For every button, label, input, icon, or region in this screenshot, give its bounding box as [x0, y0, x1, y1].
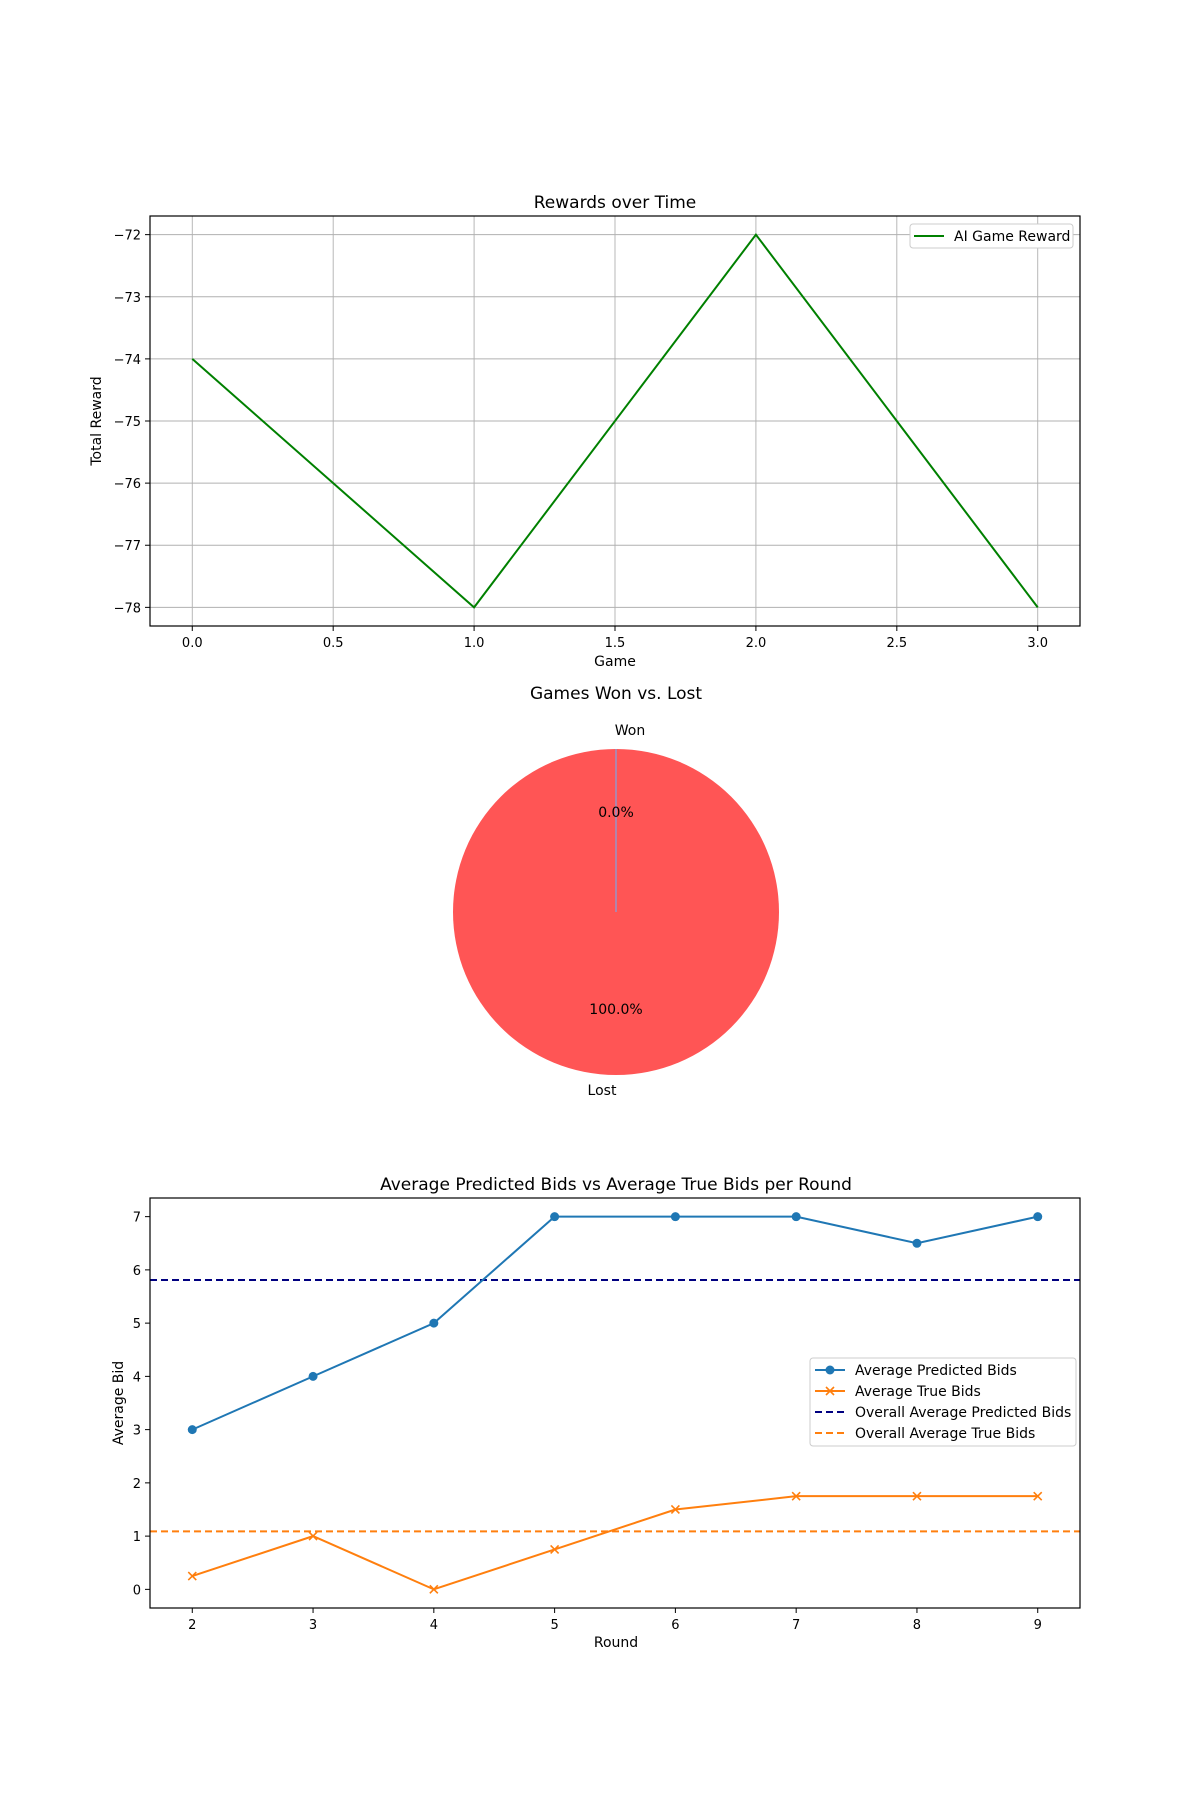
- bids-predicted-point: [550, 1212, 560, 1222]
- bids-y-ticks: 0 1 2 3 4 5 6 7: [133, 1211, 150, 1598]
- bids-true-point: [1033, 1491, 1043, 1501]
- bids-y-tick-label: 7: [133, 1211, 141, 1226]
- bids-legend-marker-true: [825, 1386, 835, 1396]
- rewards-x-tick-label: 3.0: [1027, 636, 1048, 651]
- bids-y-tick-label: 0: [133, 1583, 141, 1598]
- bids-x-ticks: 2 3 4 5 6 7 8 9: [188, 1608, 1042, 1633]
- rewards-series-line: [191, 232, 1039, 609]
- bids-true-point: [791, 1491, 801, 1501]
- bids-y-tick-label: 3: [133, 1424, 141, 1439]
- bids-chart: 2 3 4 5 6 7 8 9 0 1 2 3 4 5 6 7 Average Predicted Bids…: [111, 1175, 1081, 1651]
- bids-y-tick-label: 6: [133, 1264, 141, 1279]
- bids-predicted-point: [1033, 1212, 1043, 1222]
- bids-x-tick-label: 2: [188, 1618, 196, 1633]
- bids-title: Average Predicted Bids vs Average True B…: [380, 1175, 852, 1195]
- bids-x-tick-label: 5: [550, 1618, 558, 1633]
- rewards-x-tick-label: 1.0: [464, 636, 485, 651]
- bids-true-point: [670, 1504, 680, 1515]
- rewards-legend-label: AI Game Reward: [954, 229, 1070, 245]
- bids-predicted-line: [191, 1215, 1038, 1431]
- bids-y-label: Average Bid: [111, 1361, 127, 1445]
- pie-label-lost: Lost: [588, 1083, 617, 1099]
- bids-legend-marker-predicted: [825, 1365, 835, 1375]
- rewards-title: Rewards over Time: [534, 193, 697, 213]
- bids-overall-lines: [150, 1279, 1080, 1533]
- rewards-x-ticks: 0.0 0.5 1.0 1.5 2.0 2.5 3.0: [182, 626, 1048, 651]
- bids-true-line: [191, 1495, 1038, 1591]
- pie-pct-won: 0.0%: [598, 805, 634, 821]
- rewards-x-tick-label: 2.0: [746, 636, 767, 651]
- rewards-legend: AI Game Reward: [909, 223, 1074, 249]
- bids-y-tick-label: 5: [133, 1317, 141, 1332]
- bids-legend-label-overall-predicted: Overall Average Predicted Bids: [855, 1405, 1071, 1421]
- rewards-x-tick-label: 1.5: [605, 636, 626, 651]
- rewards-legend-box: [909, 223, 1074, 249]
- pie-label-won: Won: [615, 723, 645, 739]
- bids-predicted-point: [912, 1238, 922, 1248]
- rewards-y-tick-label: −74: [114, 353, 141, 368]
- bids-predicted-point: [791, 1212, 801, 1222]
- bids-true-point: [912, 1491, 922, 1501]
- bids-true-point: [187, 1571, 197, 1581]
- rewards-y-tick-label: −76: [114, 477, 141, 492]
- pie-pct-lost: 100.0%: [589, 1002, 642, 1018]
- rewards-y-tick-label: −72: [114, 229, 141, 244]
- bids-legend: Average Predicted Bids Average True Bids…: [809, 1357, 1077, 1447]
- bids-y-tick-label: 2: [133, 1477, 141, 1492]
- rewards-y-tick-label: −73: [114, 291, 141, 306]
- rewards-y-tick-label: −75: [114, 415, 141, 430]
- rewards-series: [191, 232, 1039, 609]
- rewards-y-tick-label: −77: [114, 539, 141, 554]
- bids-x-tick-label: 4: [430, 1618, 438, 1633]
- bids-x-tick-label: 7: [792, 1618, 800, 1633]
- bids-y-tick-label: 4: [133, 1370, 141, 1385]
- bids-legend-label-overall-true: Overall Average True Bids: [855, 1426, 1035, 1442]
- bids-x-tick-label: 3: [309, 1618, 317, 1633]
- rewards-x-tick-label: 0.0: [182, 636, 203, 651]
- pie-title: Games Won vs. Lost: [530, 684, 702, 704]
- rewards-x-tick-label: 2.5: [886, 636, 907, 651]
- bids-true-point: [308, 1531, 318, 1541]
- bids-axes-frame: [149, 1197, 1081, 1609]
- bids-x-tick-label: 6: [671, 1618, 679, 1633]
- bids-legend-box: [809, 1357, 1077, 1447]
- bids-series: [187, 1212, 1043, 1594]
- bids-predicted-point: [308, 1371, 318, 1381]
- bids-y-tick-label: 1: [133, 1530, 141, 1545]
- bids-true-point: [550, 1544, 560, 1554]
- rewards-y-label: Total Reward: [89, 376, 105, 466]
- rewards-x-label: Game: [594, 654, 636, 670]
- bids-legend-label-predicted: Average Predicted Bids: [855, 1363, 1017, 1379]
- rewards-y-tick-label: −78: [114, 601, 141, 616]
- games-pie-chart: Games Won vs. Lost Won 0.0% 100.0% Lost: [453, 684, 779, 1099]
- rewards-y-ticks: −72 −73 −74 −75 −76 −77 −78: [114, 229, 150, 616]
- bids-x-tick-label: 8: [913, 1618, 921, 1633]
- bids-predicted-point: [187, 1425, 197, 1435]
- bids-true-point: [429, 1584, 439, 1594]
- bids-x-label: Round: [594, 1635, 638, 1651]
- bids-legend-label-true: Average True Bids: [855, 1384, 981, 1400]
- rewards-x-tick-label: 0.5: [323, 636, 344, 651]
- bids-x-tick-label: 9: [1034, 1618, 1042, 1633]
- bids-predicted-point: [670, 1212, 680, 1222]
- bids-predicted-point: [429, 1318, 439, 1328]
- rewards-chart: 0.0 0.5 1.0 1.5 2.0 2.5 3.0 −72 −73 −74 −75 −76 −77…: [89, 193, 1081, 670]
